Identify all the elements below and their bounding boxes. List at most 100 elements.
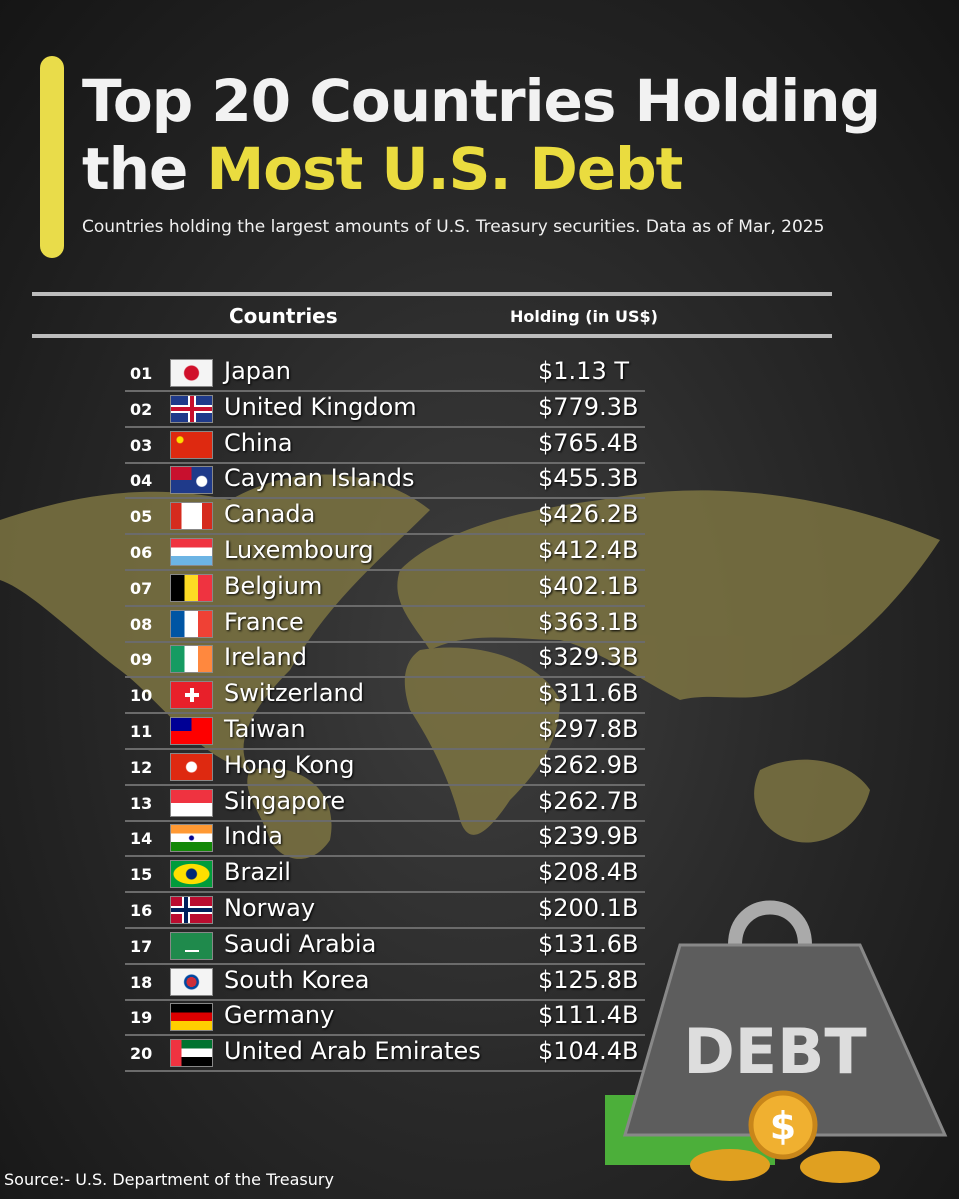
rank: 06 (130, 543, 153, 562)
holding-value: $412.4B (538, 536, 639, 564)
country-name: Cayman Islands (224, 464, 415, 493)
table-row: 18 South Korea $125.8B (125, 965, 645, 1001)
title-plain: the (82, 135, 207, 203)
singapore-flag-icon (170, 788, 213, 817)
dollar-coin-icon (748, 1090, 818, 1160)
cayman-flag-icon (170, 466, 213, 495)
header-holding: Holding (in US$) (510, 307, 658, 326)
rank: 18 (130, 972, 153, 992)
country-name: United Arab Emirates (224, 1037, 481, 1066)
subtitle: Countries holding the largest amounts of… (82, 217, 825, 237)
holding-value: $262.7B (538, 786, 639, 815)
table-row: 06 Luxembourg $412.4B (125, 535, 645, 571)
table-row: 03 China $765.4B (125, 428, 645, 464)
rank: 13 (130, 793, 153, 813)
rank: 10 (130, 686, 153, 706)
korea-flag-icon (170, 967, 213, 996)
header-bottom-rule (32, 334, 832, 338)
japan-flag-icon (170, 359, 213, 387)
table-row: 16 Norway $200.1B (125, 893, 645, 929)
country-name: China (224, 428, 293, 457)
holding-value: $329.3B (538, 643, 639, 672)
taiwan-flag-icon (170, 717, 213, 745)
weight-handle (728, 900, 812, 946)
country-name: France (224, 607, 304, 636)
country-name: United Kingdom (224, 392, 417, 421)
table-row: 04 Cayman Islands $455.3B (125, 463, 645, 500)
country-name: South Korea (224, 965, 370, 994)
country-name: Saudi Arabia (224, 929, 377, 958)
title-line-1: Top 20 Countries Holding (82, 67, 881, 135)
holding-value: $363.1B (538, 607, 639, 636)
china-flag-icon (170, 430, 213, 459)
rank: 08 (130, 614, 153, 634)
ireland-flag-icon (170, 645, 213, 674)
holding-value: $402.1B (538, 571, 639, 600)
country-name: Belgium (224, 571, 323, 600)
uk-flag-icon (170, 394, 213, 423)
rank: 12 (130, 757, 153, 777)
weight-body (623, 943, 948, 1137)
holding-value: $208.4B (538, 858, 639, 887)
country-name: Brazil (224, 858, 291, 887)
saudi-flag-icon (170, 931, 213, 960)
title-highlight: Most U.S. Debt (206, 135, 684, 203)
table-row: 10 Switzerland $311.6B (125, 678, 645, 715)
france-flag-icon (170, 609, 213, 638)
rank: 01 (130, 364, 153, 383)
rank: 20 (130, 1044, 153, 1064)
rank: 03 (130, 435, 153, 455)
table-row: 15 Brazil $208.4B (125, 857, 645, 894)
header-top-rule (32, 292, 832, 296)
table-row: 14 India $239.9B (125, 821, 645, 858)
norway-flag-icon (170, 896, 213, 924)
table-row: 17 Saudi Arabia $131.6B (125, 929, 645, 965)
coin-symbol: $ (770, 1104, 796, 1148)
title-line-2: the Most U.S. Debt (82, 140, 683, 198)
luxembourg-flag-icon (170, 538, 213, 566)
belgium-flag-icon (170, 573, 213, 602)
table-row: 13 Singapore $262.7B (125, 786, 645, 822)
world-map-background (0, 474, 940, 859)
rank: 02 (130, 399, 153, 419)
country-name: Luxembourg (224, 536, 374, 564)
holding-value: $311.6B (538, 679, 639, 708)
country-name: India (224, 822, 283, 851)
holding-value: $262.9B (538, 750, 639, 779)
hongkong-flag-icon (170, 752, 213, 781)
table-row: 01 Japan $1.13 T (125, 356, 645, 392)
uae-flag-icon (170, 1039, 213, 1068)
holding-value: $455.3B (538, 464, 639, 493)
holding-value: $104.4B (538, 1037, 639, 1066)
india-flag-icon (170, 824, 213, 853)
rank: 16 (130, 901, 153, 920)
rank: 14 (130, 829, 153, 849)
holding-value: $779.3B (538, 392, 639, 421)
country-name: Germany (224, 1001, 335, 1030)
brazil-flag-icon (170, 860, 213, 889)
country-name: Canada (224, 500, 316, 529)
holding-value: $239.9B (538, 822, 639, 851)
country-name: Norway (224, 894, 316, 922)
holding-value: $125.8B (538, 965, 639, 994)
holding-value: $200.1B (538, 894, 639, 922)
table-row: 08 France $363.1B (125, 607, 645, 643)
country-name: Singapore (224, 786, 346, 815)
holding-value: $1.13 T (538, 357, 629, 385)
debt-weight-illustration: DEBT $ (605, 900, 948, 1183)
rank: 07 (130, 578, 153, 598)
country-name: Hong Kong (224, 750, 355, 779)
rank: 19 (130, 1008, 153, 1028)
accent-bar (40, 56, 64, 258)
table-row: 05 Canada $426.2B (125, 499, 645, 536)
canada-flag-icon (170, 502, 213, 531)
rank: 04 (130, 471, 153, 491)
holding-value: $131.6B (538, 929, 639, 958)
holding-value: $765.4B (538, 428, 639, 457)
source-note: Source:- U.S. Department of the Treasury (4, 1170, 334, 1189)
table-row: 07 Belgium $402.1B (125, 571, 645, 607)
rank: 09 (130, 650, 153, 670)
table-row: 11 Taiwan $297.8B (125, 714, 645, 750)
table-row: 02 United Kingdom $779.3B (125, 392, 645, 428)
